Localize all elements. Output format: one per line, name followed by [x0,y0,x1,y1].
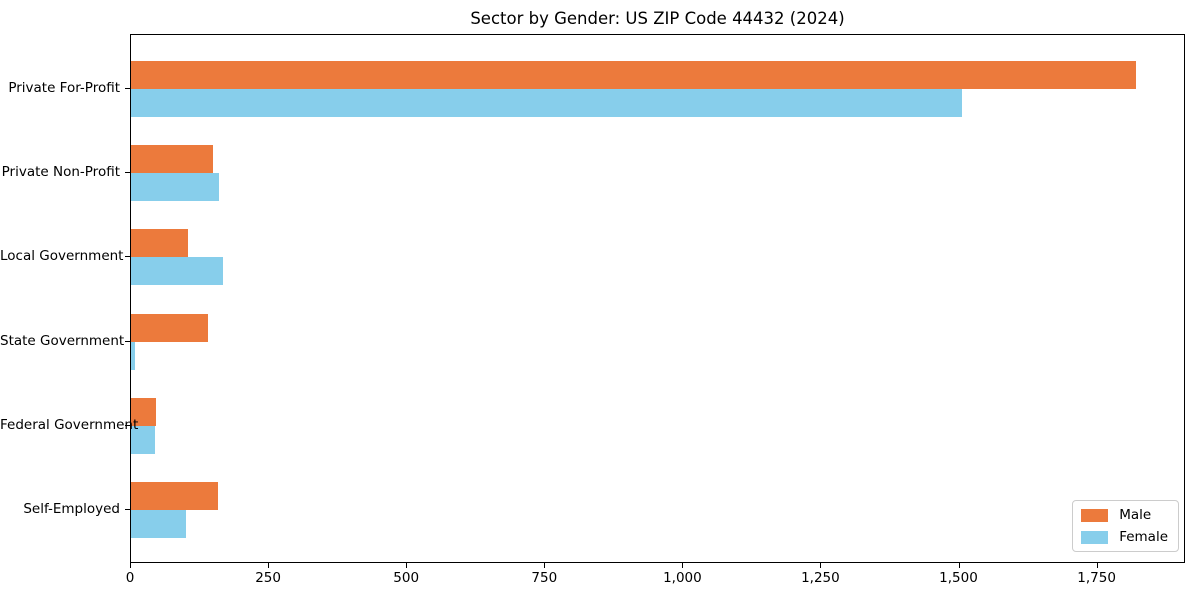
y-tick-label: Federal Government [0,416,139,433]
x-tick-label: 1,250 [801,570,840,586]
y-tick-mark [125,172,130,174]
legend-item-female: Female [1081,529,1168,545]
bar-male-4 [131,313,209,342]
x-tick-label: 500 [393,570,420,586]
chart-title: Sector by Gender: US ZIP Code 44432 (202… [470,9,845,28]
bar-male-5 [131,397,156,426]
bar-male-6 [131,482,219,510]
x-tick-mark [820,563,822,568]
y-tick-label: Private Non-Profit [1,164,120,181]
y-tick-mark [125,340,130,342]
x-tick-label: 0 [125,570,135,586]
plot-area: Male Female [130,34,1185,563]
x-tick-label: 1,500 [939,570,978,586]
bar-male-2 [131,145,213,174]
x-tick-label: 250 [255,570,281,586]
bar-male-1 [131,61,1137,89]
y-tick-mark [125,88,130,89]
y-tick-label: State Government [0,332,125,349]
x-tick-mark [406,563,408,568]
bar-female-3 [131,257,223,286]
y-tick-mark [125,424,130,426]
legend: Male Female [1072,500,1179,552]
bar-female-1 [131,89,963,117]
x-tick-mark [682,563,684,568]
bar-female-5 [131,425,156,454]
y-tick-label: Private For-Profit [8,80,120,96]
bar-female-4 [131,341,136,370]
bar-female-6 [131,510,187,538]
x-tick-label: 1,000 [663,570,702,586]
y-tick-mark [125,509,130,510]
legend-swatch-male [1081,508,1109,522]
legend-label: Male [1119,507,1152,523]
x-tick-mark [130,563,131,568]
bar-female-2 [131,173,219,202]
legend-item-male: Male [1081,507,1168,523]
x-tick-mark [1096,563,1098,568]
x-tick-label: 1,750 [1077,570,1116,586]
legend-label: Female [1119,529,1168,545]
x-tick-label: 750 [531,570,558,586]
bar-male-3 [131,229,188,258]
x-tick-mark [268,563,270,568]
y-tick-label: Local Government [0,248,124,265]
legend-swatch-female [1081,530,1109,544]
x-tick-mark [958,563,960,568]
y-tick-mark [125,256,130,258]
y-tick-label: Self-Employed [23,501,120,517]
x-tick-mark [544,563,546,568]
